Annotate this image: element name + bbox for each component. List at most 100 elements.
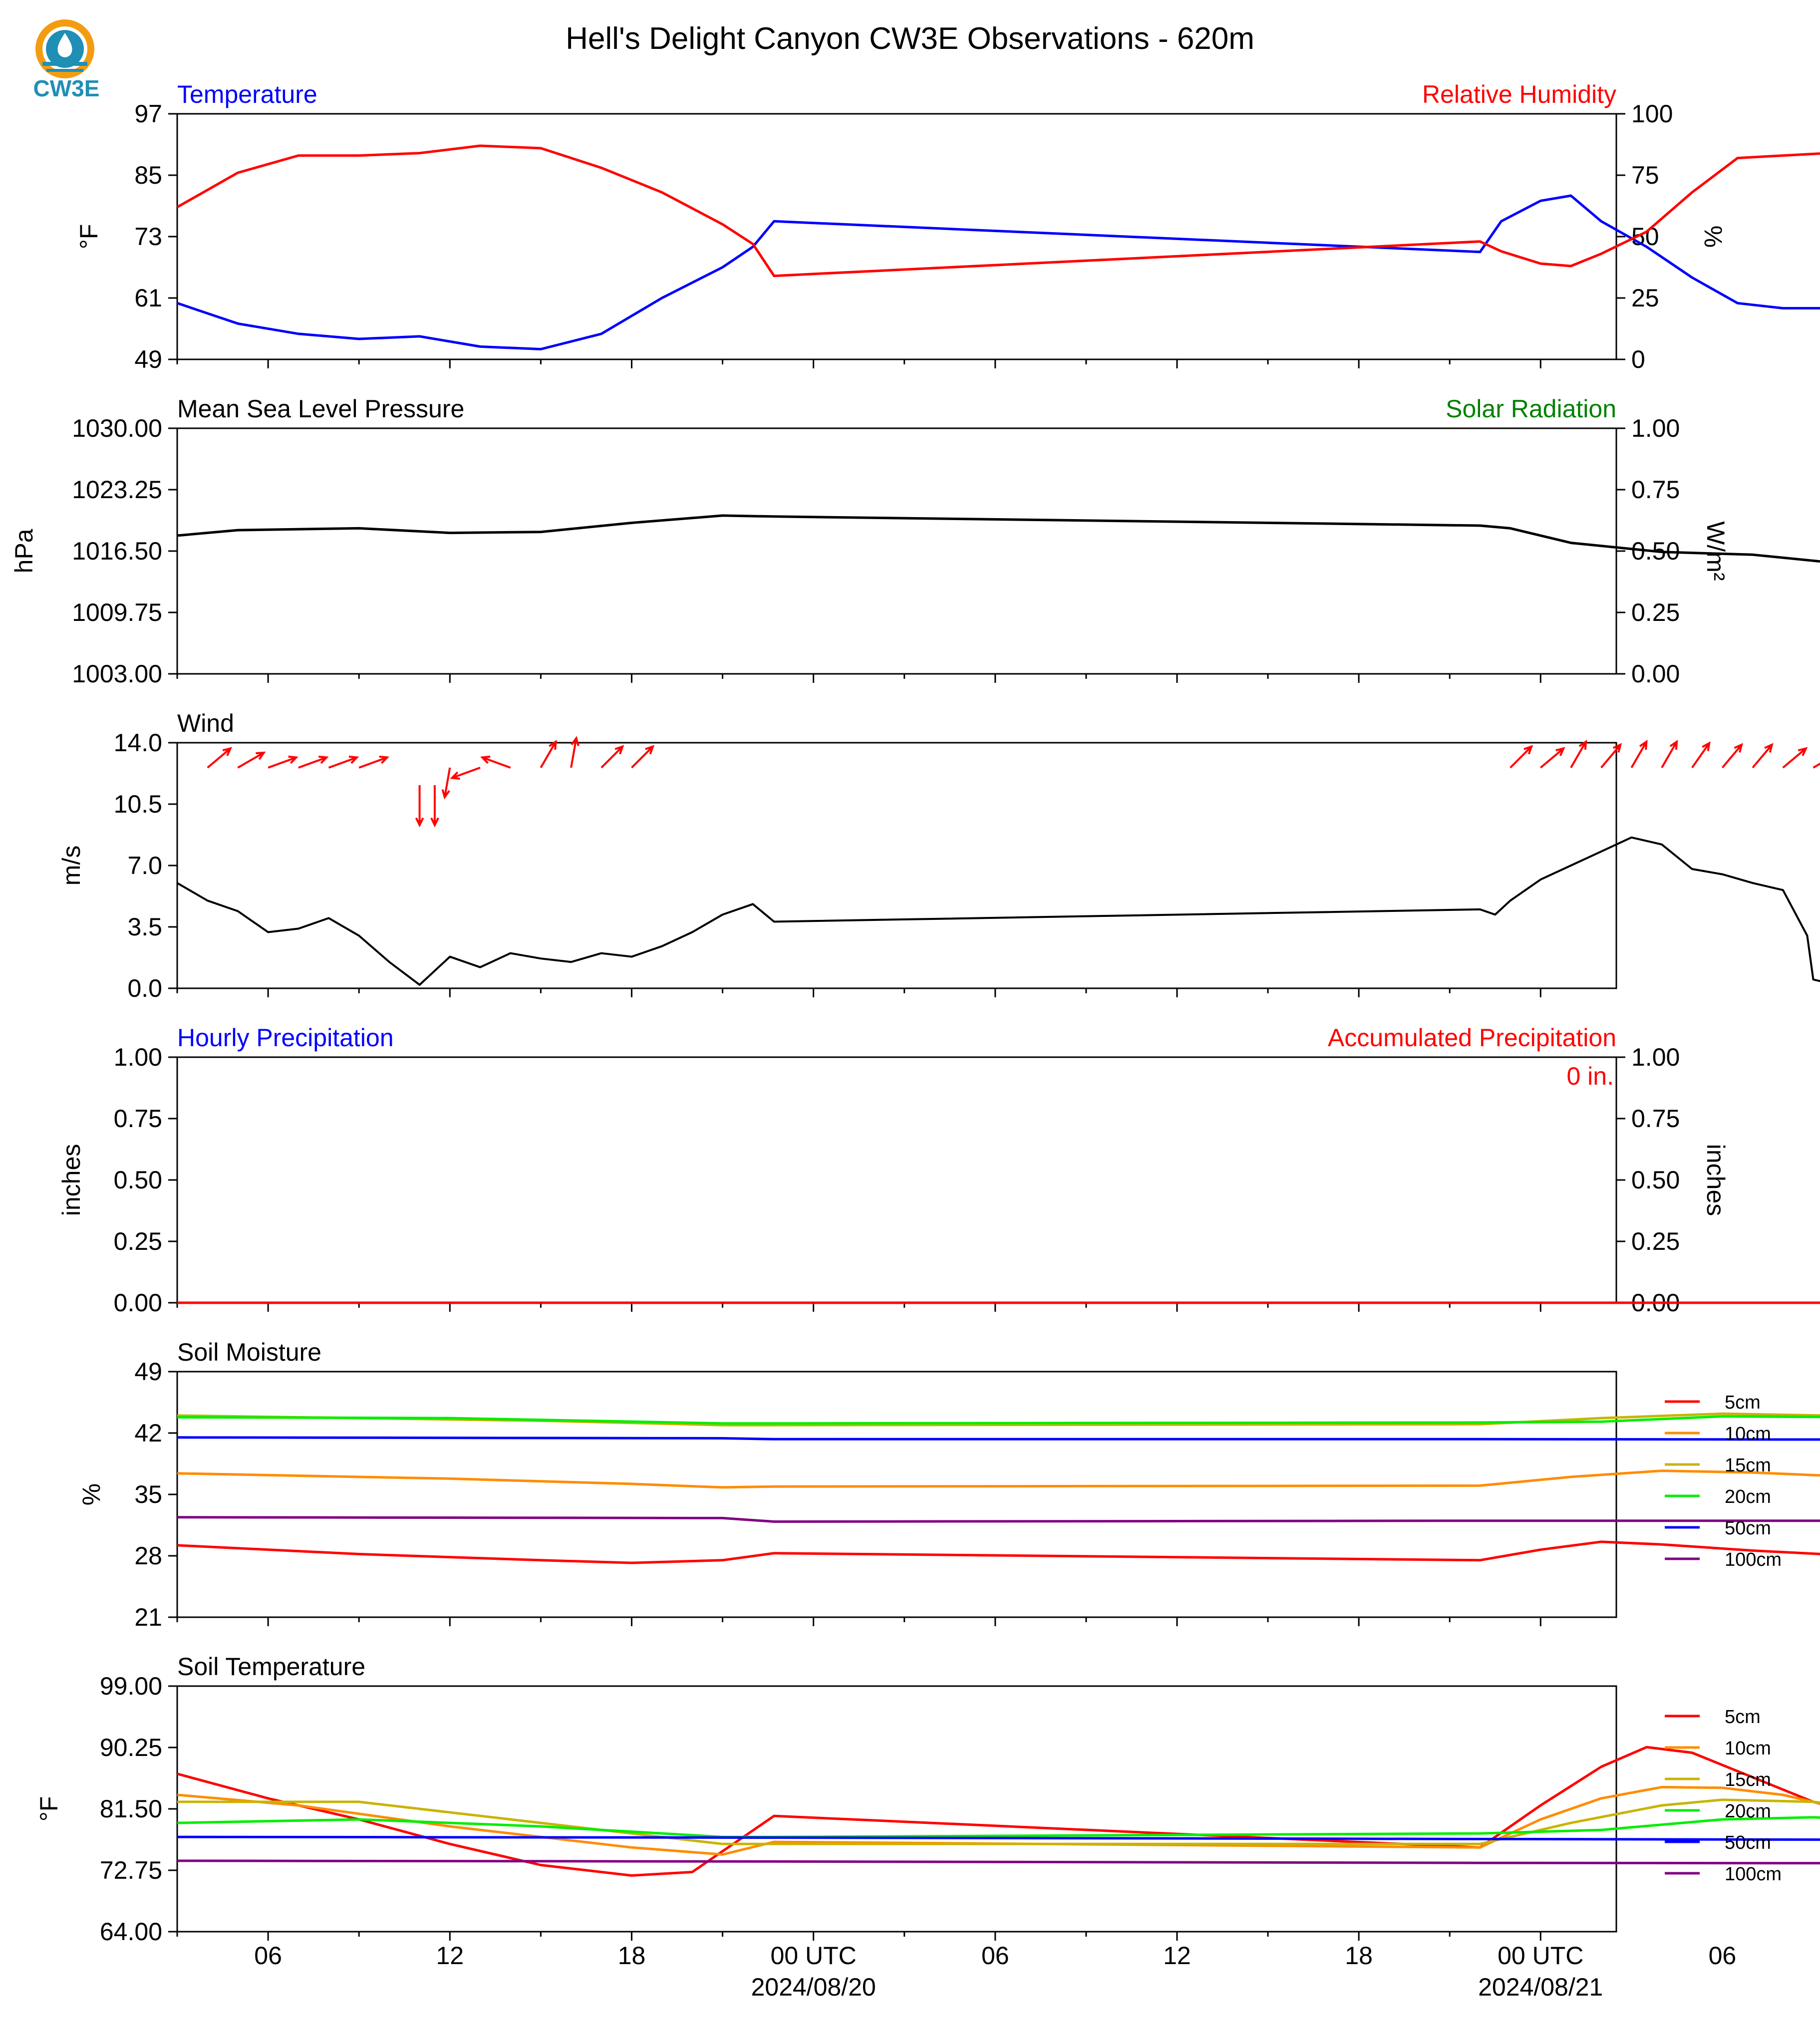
y-tick-label-sm: 35: [134, 1480, 162, 1508]
wind-direction-arrow: [415, 785, 424, 828]
y2-tick-label-precip: 0.75: [1631, 1105, 1680, 1133]
series-sm-3: [177, 1415, 1820, 1425]
wind-direction-arrow: [601, 745, 624, 769]
panel-frame-temp: [176, 113, 1617, 360]
y2-tick-label-temp: 25: [1631, 284, 1659, 312]
figure-title: Hell's Delight Canyon CW3E Observations …: [566, 21, 1254, 56]
y-tick-label-precip: 0.75: [114, 1105, 162, 1133]
panel-title-pres: Mean Sea Level Pressure: [177, 395, 464, 423]
x-date-label: 2024/08/21: [1478, 1973, 1603, 2001]
panel-frame-sm: [176, 1371, 1617, 1618]
y-tick-label-temp: 61: [134, 284, 162, 312]
y2-tick-label-pres: 0.25: [1631, 598, 1680, 626]
x-tick-label: 12: [436, 1942, 464, 1970]
series-st-0: [177, 1745, 1820, 1877]
series-temp-0: [177, 194, 1820, 350]
wind-direction-arrow: [540, 740, 557, 769]
series-st-3: [177, 1816, 1820, 1838]
legend-label: 20cm: [1725, 1801, 1771, 1822]
panel-frame-pres: [176, 427, 1617, 675]
legend-label: 100cm: [1725, 1549, 1782, 1570]
x-tick-label: 00 UTC: [770, 1942, 856, 1970]
accum-precip-value: 0 in.: [1566, 1062, 1614, 1090]
panel-frame-precip: [176, 1056, 1617, 1304]
wind-direction-arrow: [237, 751, 266, 769]
legend-label: 10cm: [1725, 1738, 1771, 1759]
legend-label: 15cm: [1725, 1769, 1771, 1790]
y2-axis-label-pres: W/m²: [1702, 521, 1730, 580]
legend-label: 20cm: [1725, 1486, 1771, 1507]
x-date-label: 2024/08/20: [751, 1973, 876, 2001]
y-tick-label-sm: 42: [134, 1419, 162, 1447]
wind-direction-arrow: [570, 736, 580, 768]
panel-title-temp: Temperature: [177, 80, 317, 108]
y-axis-label-st: °F: [35, 1796, 63, 1822]
y-axis-label-sm: %: [77, 1483, 105, 1505]
cw3e-logo-text: CW3E: [33, 75, 100, 101]
panel-frame-wind: [176, 742, 1617, 989]
panel-frame-st: [176, 1685, 1617, 1933]
x-tick-label: 18: [618, 1942, 646, 1970]
y2-tick-label-temp: 0: [1631, 345, 1645, 373]
series-sm-1: [177, 1469, 1820, 1489]
y-tick-label-pres: 1016.50: [72, 537, 162, 565]
wind-direction-arrow: [1691, 741, 1711, 769]
y-tick-label-sm: 21: [134, 1603, 162, 1631]
y2-tick-label-pres: 0.00: [1631, 660, 1680, 688]
wind-direction-arrow: [358, 755, 389, 769]
wind-direction-arrow: [430, 785, 439, 828]
y-axis-label-pres: hPa: [10, 529, 38, 573]
wind-direction-arrow: [1782, 747, 1808, 769]
panel-title-st: Soil Temperature: [177, 1653, 365, 1681]
y2-axis-label-precip: inches: [1702, 1144, 1730, 1216]
x-tick-label: 06: [981, 1942, 1009, 1970]
panel-title-wind: Wind: [177, 709, 234, 737]
wind-direction-arrow: [1570, 740, 1587, 769]
wind-direction-arrow: [480, 755, 511, 769]
y-tick-label-wind: 3.5: [127, 913, 162, 941]
wind-direction-arrow: [1600, 743, 1622, 769]
y2-tick-label-pres: 1.00: [1631, 414, 1680, 442]
wind-direction-arrow: [1721, 743, 1743, 769]
x-tick-label: 06: [1709, 1942, 1737, 1970]
x-tick-label: 00 UTC: [1498, 1942, 1583, 1970]
legend-label: 100cm: [1725, 1864, 1782, 1885]
cw3e-logo: [27, 19, 102, 104]
panel-right-title-temp: Relative Humidity: [1422, 80, 1616, 108]
y-axis-label-temp: °F: [75, 224, 103, 250]
y-tick-label-wind: 10.5: [114, 790, 162, 818]
wind-direction-arrow: [207, 747, 233, 769]
x-tick-label: 12: [1163, 1942, 1191, 1970]
wind-direction-arrow: [1813, 762, 1820, 769]
wind-direction-arrow: [1752, 743, 1774, 769]
series-sm-0: [177, 1540, 1820, 1564]
wind-direction-arrow: [450, 767, 481, 780]
y-tick-label-wind: 0.0: [127, 974, 162, 1002]
y-axis-label-precip: inches: [57, 1144, 85, 1216]
y-tick-label-temp: 73: [134, 223, 162, 251]
y2-tick-label-temp: 75: [1631, 161, 1659, 189]
y-tick-label-temp: 97: [134, 100, 162, 128]
y-tick-label-pres: 1023.25: [72, 476, 162, 504]
x-tick-label: 18: [1345, 1942, 1373, 1970]
y-tick-label-st: 90.25: [100, 1734, 162, 1761]
y-tick-label-precip: 0.25: [114, 1227, 162, 1255]
y-tick-label-temp: 49: [134, 345, 162, 373]
legend-label: 50cm: [1725, 1832, 1771, 1853]
wind-direction-arrow: [268, 755, 299, 769]
y2-tick-label-temp: 100: [1631, 100, 1673, 128]
series-st-5: [177, 1859, 1820, 1865]
series-temp-1: [176, 144, 1820, 278]
panel-title-sm: Soil Moisture: [177, 1338, 321, 1366]
y-tick-label-precip: 1.00: [114, 1043, 162, 1071]
y-tick-label-pres: 1030.00: [72, 414, 162, 442]
wind-direction-arrow: [1539, 747, 1565, 769]
y2-tick-label-pres: 0.75: [1631, 476, 1680, 504]
y-tick-label-wind: 14.0: [114, 729, 162, 757]
panel-right-title-pres: Solar Radiation: [1446, 395, 1616, 423]
y2-tick-label-precip: 0.50: [1631, 1166, 1680, 1194]
y-tick-label-pres: 1003.00: [72, 660, 162, 688]
y-tick-label-precip: 0.50: [114, 1166, 162, 1194]
legend-label: 50cm: [1725, 1518, 1771, 1539]
